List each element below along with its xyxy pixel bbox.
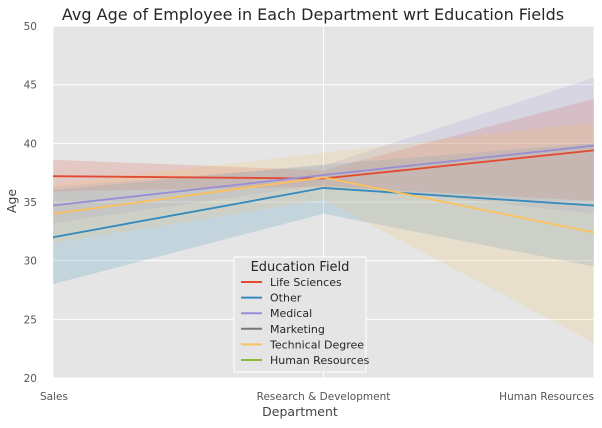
series-line [52,176,595,234]
y-tick-label: 45 [24,80,37,92]
series-line [52,149,595,180]
series-line [52,144,595,207]
x-tick-label: Human Resources [499,391,594,403]
y-axis-label: Age [4,189,19,213]
confidence-band [53,143,594,285]
y-tick-label: 50 [24,21,37,33]
confidence-band [53,77,594,224]
legend-entry: Other [270,292,302,305]
y-tick-label: 40 [24,138,37,150]
x-tick-label: Sales [40,391,68,403]
y-tick-label: 35 [24,197,37,209]
y-tick-label: 30 [24,256,37,268]
legend-entry: Marketing [270,323,325,336]
series-lines [52,144,595,239]
x-tick-labels: Sales Research & Development Human Resourc… [40,391,594,403]
confidence-band [53,98,594,201]
legend-entry: Life Sciences [270,276,342,289]
series-line [52,187,595,239]
y-tick-labels: 20 25 30 35 40 45 50 [24,21,37,385]
legend-title: Education Field [251,260,350,275]
x-axis-label: Department [262,404,338,419]
chart-title: Avg Age of Employee in Each Department w… [62,5,564,24]
legend-entry: Technical Degree [269,338,364,351]
y-tick-label: 20 [24,373,37,385]
x-tick-label: Research & Development [257,391,391,403]
legend-box [233,256,367,373]
y-tick-label: 25 [24,314,37,326]
legend-entry: Human Resources [270,354,370,367]
legend-entry: Medical [270,307,312,320]
legend: Education Field Life Sciences Other Medica… [233,256,370,373]
